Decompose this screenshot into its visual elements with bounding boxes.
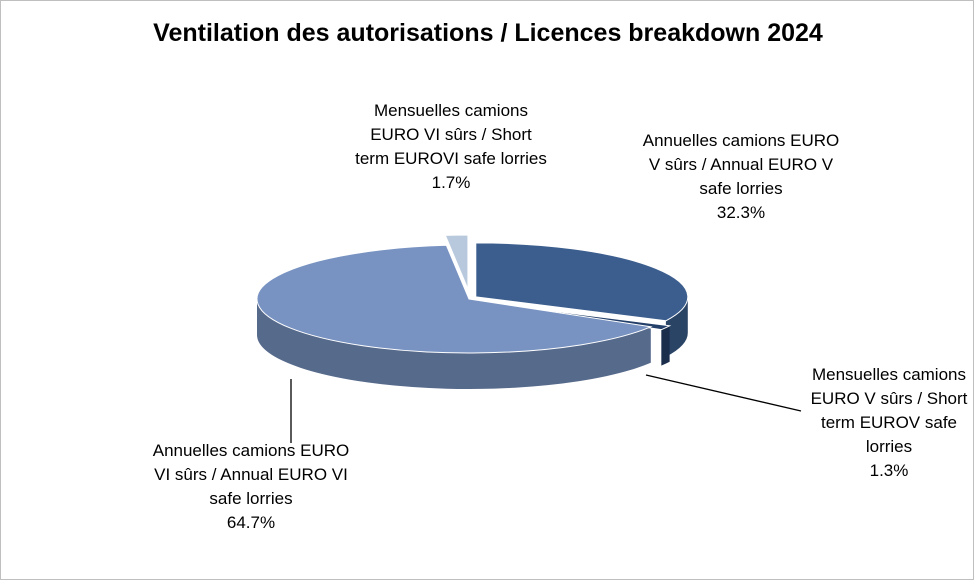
- data-label: Mensuelles camions EURO VI sûrs / Short …: [351, 99, 551, 195]
- label-name: Annuelles camions EURO VI sûrs / Annual …: [152, 441, 350, 508]
- slice-side: [661, 325, 670, 366]
- slice-side: [665, 296, 688, 357]
- slice: [256, 244, 653, 354]
- leader-line: [645, 374, 802, 412]
- label-name: Annuelles camions EURO V sûrs / Annual E…: [642, 131, 840, 198]
- slice: [444, 234, 469, 290]
- label-name: Mensuelles camions EURO V sûrs / Short t…: [810, 365, 968, 456]
- label-value: 1.3%: [869, 461, 909, 480]
- tops: [256, 234, 689, 354]
- label-value: 64.7%: [226, 513, 276, 532]
- data-label: Annuelles camions EURO V sûrs / Annual E…: [641, 129, 841, 225]
- label-name: Mensuelles camions EURO VI sûrs / Short …: [355, 101, 547, 168]
- sides: [257, 296, 688, 389]
- slice: [475, 242, 689, 322]
- slice-side: [257, 299, 651, 389]
- label-value: 1.7%: [431, 173, 471, 192]
- label-value: 32.3%: [716, 203, 766, 222]
- data-label: Mensuelles camions EURO V sûrs / Short t…: [799, 363, 973, 483]
- chart-title: Ventilation des autorisations / Licences…: [153, 19, 823, 47]
- data-label: Annuelles camions EURO VI sûrs / Annual …: [151, 439, 351, 535]
